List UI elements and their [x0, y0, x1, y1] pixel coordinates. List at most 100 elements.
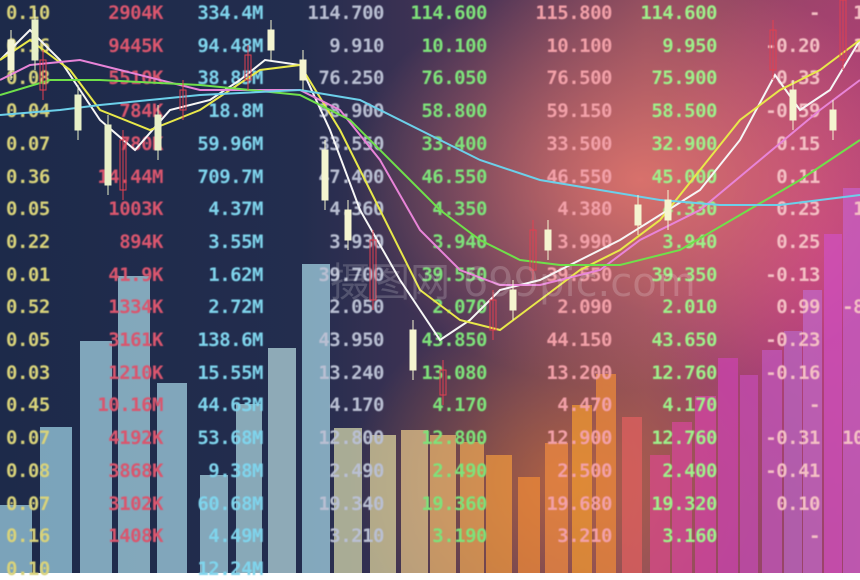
candlestick: [439, 369, 447, 396]
ticker-value: 3.190: [432, 525, 487, 548]
ticker-value: 1334K: [108, 296, 163, 319]
ticker-value: 76.250: [318, 67, 384, 90]
ticker-value: 39.350: [651, 263, 717, 286]
ticker-value: 39.700: [318, 263, 384, 286]
volume-bar: [622, 417, 642, 573]
volume-bar: [401, 430, 428, 573]
ticker-value: 1408K: [108, 525, 163, 548]
candlestick: [7, 39, 15, 71]
ticker-value: 9.950: [662, 34, 717, 57]
ticker-value: 2904K: [108, 2, 163, 24]
volume-bar: [672, 422, 692, 573]
ticker-value: 4.170: [329, 394, 384, 417]
ticker-value: 1210K: [108, 361, 163, 384]
ticker-value: 19.680: [546, 492, 612, 515]
ticker-value: 0.16: [6, 525, 50, 548]
ticker-value: 0.04: [6, 100, 50, 123]
ticker-value: 12.760: [651, 361, 717, 384]
ticker-value: 5510K: [108, 67, 163, 90]
candlestick: [409, 329, 417, 371]
volume-bar: [200, 475, 228, 573]
ticker-value: 11: [853, 2, 860, 24]
ticker-value: 43.950: [318, 329, 384, 351]
ticker-value: 0.01: [6, 263, 50, 286]
ticker-value: 44.150: [546, 329, 612, 351]
ticker-value: 38.85M: [197, 67, 263, 90]
ticker-value: 43.850: [421, 329, 487, 351]
candlestick: [529, 229, 537, 271]
ticker-value: 4192K: [108, 427, 163, 450]
volume-bar: [695, 396, 716, 573]
ticker-value: 43.650: [651, 329, 717, 351]
ticker-value: 53.68M: [197, 427, 263, 450]
ticker-value: 3.210: [557, 525, 612, 548]
candlestick: [179, 89, 187, 111]
candlestick: [489, 299, 497, 331]
ticker-value: 59.150: [546, 100, 612, 123]
candlestick: [839, 0, 847, 61]
volume-bar: [718, 358, 738, 573]
moving-average-line: [0, 28, 860, 342]
ticker-value: 0.99: [776, 296, 820, 319]
ticker-value: 76.500: [546, 67, 612, 90]
ticker-value: -0.31: [765, 427, 820, 450]
ticker-value: 0.36: [6, 165, 50, 188]
candlestick: [634, 204, 642, 226]
ticker-value: 13.200: [546, 361, 612, 384]
ticker-value: 2.500: [557, 459, 612, 482]
ticker-value: 2.050: [329, 296, 384, 319]
volume-bar: [545, 443, 568, 573]
volume-bar: [803, 290, 822, 573]
ticker-value: 784K: [119, 100, 163, 123]
moving-average-line: [0, 38, 860, 332]
volume-bar: [80, 341, 112, 573]
moving-average-line: [0, 88, 860, 206]
ticker-value: 9445K: [108, 34, 163, 57]
ticker-value: 14.44M: [97, 165, 163, 188]
ticker-value: 75.900: [651, 67, 717, 90]
candlestick: [509, 289, 517, 311]
ticker-value: 32.900: [651, 132, 717, 155]
ticker-value: 0.07: [6, 132, 50, 155]
ticker-value: 0.10: [776, 492, 820, 515]
ticker-value: 0.03: [6, 361, 50, 384]
ticker-value: -: [809, 394, 820, 417]
watermark: 摄图网 699pic.com: [330, 260, 696, 306]
candlestick: [789, 89, 797, 121]
ticker-value: 4.170: [432, 394, 487, 417]
ticker-value: 12.760: [651, 427, 717, 450]
volume-bar: [784, 331, 802, 573]
ticker-value: 115.800: [535, 2, 612, 24]
candlestick: [39, 59, 47, 91]
ticker-value: 44.63M: [197, 394, 263, 417]
ticker-value: 334.4M: [197, 2, 263, 24]
candlestick: [119, 139, 127, 191]
ticker-value: -0.20: [765, 34, 820, 57]
ticker-value: 1003K: [108, 198, 163, 221]
volume-bar: [572, 405, 592, 573]
volume-bar: [40, 427, 72, 573]
ticker-value: 19.320: [651, 492, 717, 515]
ticker-value: 4.470: [557, 394, 612, 417]
candlestick: [267, 29, 275, 51]
candlestick: [769, 29, 777, 71]
ticker-value: 709.7M: [197, 165, 263, 188]
ticker-value: 10.100: [546, 34, 612, 57]
ticker-value: 13.240: [318, 361, 384, 384]
ticker-value: 12.800: [318, 427, 384, 450]
ticker-value: 0.10: [6, 2, 50, 24]
ticker-value: 19.340: [318, 492, 384, 515]
volume-bar: [302, 264, 330, 573]
candlestick: [104, 124, 112, 186]
ticker-value: 46.550: [421, 165, 487, 188]
candlestick: [321, 149, 329, 201]
ticker-value: 138.6M: [197, 329, 263, 351]
ticker-value: -0.41: [765, 459, 820, 482]
volume-bar: [460, 442, 484, 573]
ticker-value: 4.49M: [208, 525, 263, 548]
ticker-value: 3.930: [329, 230, 384, 253]
moving-average-line: [0, 58, 860, 286]
ticker-value: 9.38M: [208, 459, 263, 482]
